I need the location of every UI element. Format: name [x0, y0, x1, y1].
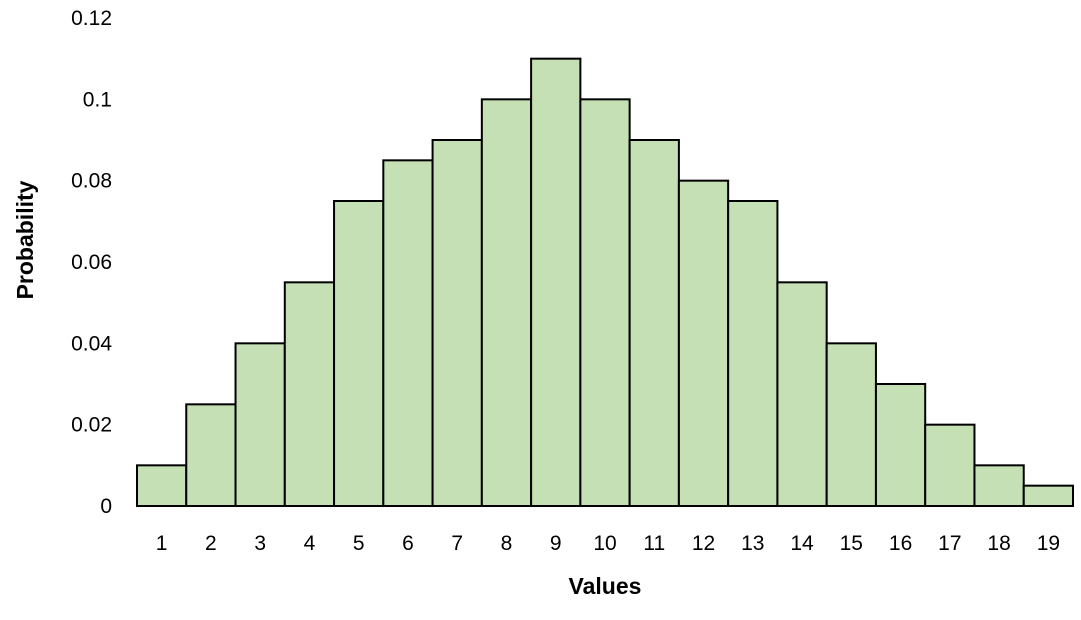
y-axis-tick-labels: 0 0.02 0.04 0.06 0.08 0.1 0.12: [71, 7, 112, 518]
x-axis-title: Values: [569, 573, 642, 599]
x-tick-label: 5: [353, 532, 365, 555]
x-tick-label: 9: [550, 532, 562, 555]
x-tick-label: 7: [451, 532, 463, 555]
x-tick-label: 15: [840, 532, 863, 555]
x-tick-label: 11: [643, 532, 665, 555]
bar-19: [1022, 484, 1074, 508]
bar-13: [727, 200, 779, 507]
x-tick-label: 18: [987, 532, 1010, 555]
bar-16: [874, 383, 927, 507]
bar-12: [677, 179, 730, 507]
bar-3: [234, 342, 286, 507]
bar-18: [973, 464, 1025, 507]
y-tick-label: 0.08: [71, 170, 112, 193]
y-tick-label: 0.04: [71, 332, 112, 355]
bar-5: [333, 200, 385, 507]
x-tick-label: 8: [501, 532, 513, 555]
bar-9: [530, 57, 582, 507]
x-tick-label: 14: [790, 532, 814, 555]
x-tick-label: 13: [741, 532, 764, 555]
x-tick-label: 3: [254, 532, 266, 555]
bar-6: [382, 159, 434, 508]
x-tick-label: 4: [304, 532, 316, 555]
bar-14: [776, 281, 828, 507]
bar-8: [480, 98, 533, 508]
bar-10: [579, 98, 631, 508]
bar-11: [628, 139, 680, 507]
bar-1: [136, 464, 188, 507]
y-axis-title: Probability: [12, 180, 38, 299]
y-tick-label: 0.06: [71, 251, 112, 274]
bar-4: [283, 281, 336, 507]
bar-15: [825, 342, 877, 507]
x-tick-label: 12: [692, 532, 715, 555]
x-tick-label: 1: [156, 532, 168, 555]
x-tick-label: 2: [205, 532, 217, 555]
x-tick-label: 16: [889, 532, 912, 555]
x-tick-label: 19: [1037, 532, 1060, 555]
x-tick-label: 6: [402, 532, 414, 555]
bar-17: [924, 423, 976, 508]
y-tick-label: 0.12: [71, 7, 112, 30]
y-tick-label: 0: [100, 495, 112, 518]
bar-7: [431, 139, 483, 507]
bar-2: [185, 403, 237, 507]
bars-group: [136, 57, 1074, 508]
x-tick-label: 17: [938, 532, 961, 555]
x-tick-label: 10: [593, 532, 616, 555]
y-tick-label: 0.02: [71, 414, 112, 437]
x-axis-tick-labels: 1 2 3 4 5 6 7 8 9 10 11 12 13 14 15 16 17 18 19: [156, 532, 1060, 555]
y-tick-label: 0.1: [83, 88, 112, 111]
